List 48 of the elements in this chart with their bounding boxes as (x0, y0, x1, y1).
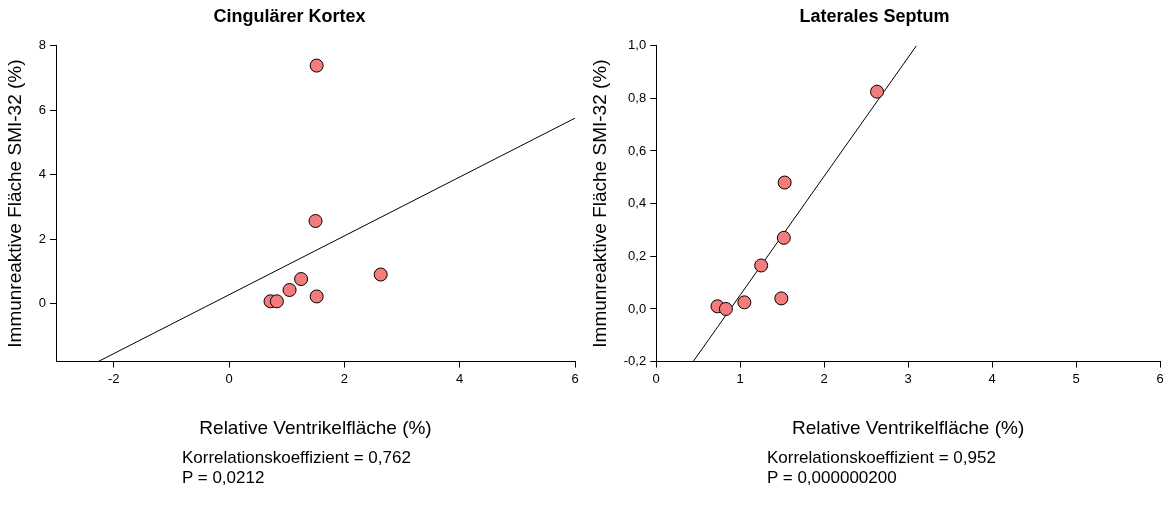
point (870, 84, 885, 99)
y-tick-label: 8 (38, 37, 47, 53)
x-tick-label: 3 (904, 370, 912, 386)
x-tick-label: 0 (652, 370, 660, 386)
y-tick-label: 0,4 (628, 195, 647, 211)
point (776, 230, 791, 245)
point (718, 301, 733, 316)
y-tick-label: 1,0 (628, 37, 647, 53)
point (777, 175, 792, 190)
y-axis-title: Immunreaktive Fläche SMI-32 (%) (588, 59, 610, 348)
y-tick-label: 0,8 (628, 89, 647, 105)
text: Korrelationskoeffizient = 0,952 (767, 448, 996, 468)
x-axis-title: Relative Ventrikelfläche (%) (791, 416, 1025, 438)
x-tick-label: 5 (1072, 370, 1080, 386)
point (373, 267, 388, 282)
x-tick-label: -2 (107, 370, 120, 386)
point (269, 294, 284, 309)
chart-title: Cingulärer Kortex (213, 5, 366, 26)
y-axis-title: Immunreaktive Fläche SMI-32 (%) (3, 59, 25, 348)
point (294, 272, 309, 287)
x-tick-label: 6 (571, 370, 579, 386)
x-tick-label: 4 (456, 370, 464, 386)
text: P = 0,0212 (182, 468, 266, 488)
point (774, 291, 789, 306)
x-tick-label: 4 (988, 370, 996, 386)
y-tick-label: 2 (38, 230, 47, 246)
x-axis-title: Relative Ventrikelfläche (%) (199, 416, 432, 438)
chart-title: Laterales Septum (799, 5, 950, 26)
x-tick-label: 2 (340, 370, 348, 386)
point (309, 58, 324, 73)
y-tick-label: 0,2 (628, 247, 647, 263)
x-tick-label: 2 (820, 370, 828, 386)
point (754, 258, 769, 273)
point (308, 214, 323, 229)
y-tick-label: 6 (38, 101, 47, 117)
text: P = 0,000000200 (767, 468, 898, 488)
point (282, 283, 297, 298)
x-tick-label: 6 (1156, 370, 1164, 386)
x-tick-label: 1 (736, 370, 744, 386)
y-tick-label: 0 (38, 295, 47, 311)
y-tick-label: 4 (38, 166, 47, 182)
y-tick-label: 0,0 (628, 300, 647, 316)
text: Korrelationskoeffizient = 0,762 (182, 448, 411, 468)
y-tick-label: -0,2 (623, 353, 647, 369)
y-tick-label: 0,6 (628, 142, 647, 158)
point (737, 295, 752, 310)
x-tick-label: 0 (225, 370, 233, 386)
point (309, 289, 324, 304)
